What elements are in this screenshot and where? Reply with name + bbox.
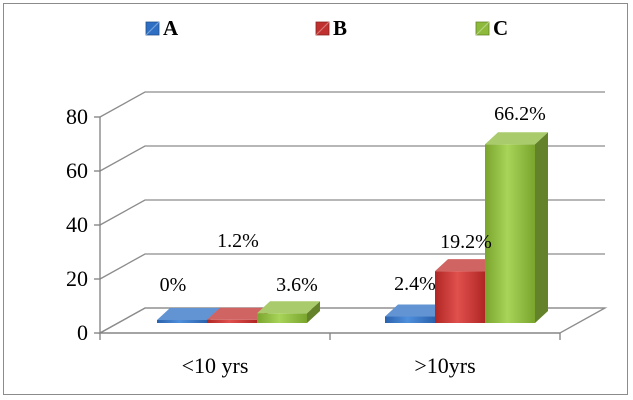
legend-label-A: A bbox=[163, 16, 179, 40]
y-tick-label-2: 40 bbox=[66, 212, 88, 237]
bars bbox=[157, 132, 548, 323]
category-label-1: >10yrs bbox=[414, 353, 475, 378]
bar-front-A-0 bbox=[157, 320, 207, 323]
bar-front-B-0 bbox=[207, 319, 257, 323]
bar-C-0 bbox=[257, 301, 320, 323]
bar-top-C-0 bbox=[257, 301, 320, 314]
data-label-B-0: 1.2% bbox=[217, 230, 259, 252]
legend-item-C: C bbox=[475, 16, 508, 40]
bar-top-A-1 bbox=[385, 304, 448, 317]
bar-side-C-1 bbox=[535, 132, 548, 323]
axes: 0 20 40 60 80 <10 yrs >10yrs bbox=[66, 104, 561, 378]
bar-front-B-1 bbox=[435, 271, 485, 323]
legend-swatch-shine-C bbox=[475, 21, 490, 36]
data-label-C-0: 3.6% bbox=[276, 274, 318, 296]
y-tick-label-3: 60 bbox=[66, 158, 88, 183]
bar-front-C-0 bbox=[257, 313, 307, 323]
gridline-1 bbox=[99, 253, 605, 280]
data-label-C-1: 66.2% bbox=[494, 103, 546, 125]
bar-C-1 bbox=[485, 132, 548, 323]
gridline-3 bbox=[99, 145, 605, 172]
gridline-2 bbox=[99, 199, 605, 226]
bar-front-A-1 bbox=[385, 316, 435, 323]
y-tick-label-4: 80 bbox=[66, 104, 88, 129]
gridline-4 bbox=[99, 91, 605, 118]
y-tick-label-0: 0 bbox=[77, 320, 88, 345]
bar-top-B-0 bbox=[207, 307, 270, 320]
data-label-A-1: 2.4% bbox=[394, 273, 436, 295]
legend-label-C: C bbox=[493, 16, 508, 40]
data-label-B-1: 19.2% bbox=[440, 231, 492, 253]
bar-side-C-0 bbox=[307, 301, 320, 323]
category-label-0: <10 yrs bbox=[182, 353, 249, 378]
legend-item-B: B bbox=[315, 16, 347, 40]
data-labels: 0% 1.2% 3.6% 2.4%19.2% 66.2% bbox=[160, 103, 546, 296]
data-label-A-0: 0% bbox=[160, 274, 187, 296]
legend-swatch-shine-A bbox=[145, 21, 160, 36]
legend: A B C bbox=[145, 16, 508, 40]
bar-top-A-0 bbox=[157, 308, 220, 320]
bar-top-B-1 bbox=[435, 259, 498, 272]
legend-label-B: B bbox=[333, 16, 347, 40]
legend-swatch-shine-B bbox=[315, 21, 330, 36]
bar-front-C-1 bbox=[485, 144, 535, 323]
y-tick-label-1: 20 bbox=[66, 266, 88, 291]
legend-item-A: A bbox=[145, 16, 179, 40]
bar-top-C-1 bbox=[485, 132, 548, 145]
